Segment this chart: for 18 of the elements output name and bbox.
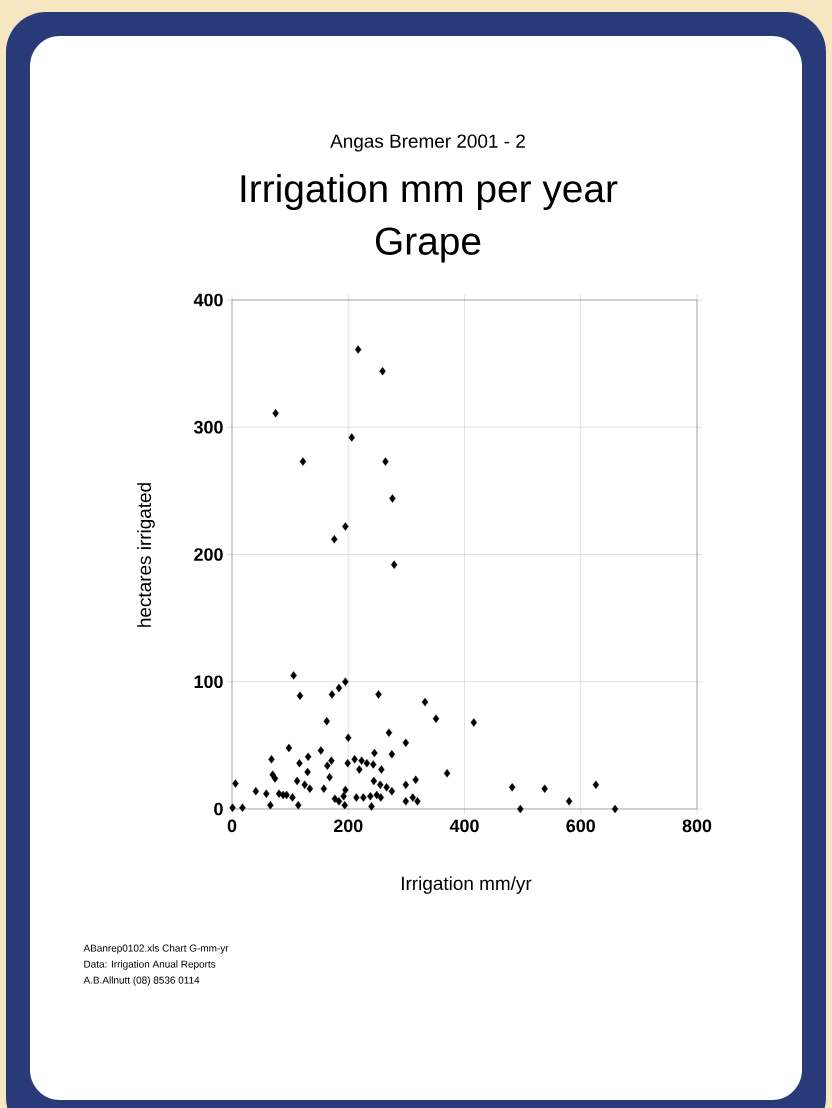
x-axis-title: Irrigation mm/yr (402, 876, 532, 894)
text: A.B.Allnutt (08) 8536 0114 (83, 976, 200, 986)
y-tick-label: 300 (193, 420, 223, 434)
x-tick-label: 200 (333, 819, 363, 833)
chart-title: Irrigation mm per year (241, 173, 618, 211)
y-tick-label: 100 (194, 675, 223, 689)
y-axis-title: hectares irrigated (137, 483, 155, 627)
chart-subtitle: Grape (375, 227, 481, 263)
text: Angas Bremer 2001 - 2 (330, 134, 525, 152)
x-tick-label: 0 (227, 819, 237, 833)
text: Data: Irrigation Anual Reports (84, 960, 216, 970)
x-tick-label: 600 (566, 819, 595, 833)
y-tick-label: 0 (214, 802, 223, 816)
x-tick-label: 400 (449, 819, 479, 833)
text: ABanrep0102.xls Chart G-mm-yr (83, 944, 229, 954)
x-tick-label: 800 (682, 819, 712, 833)
y-tick-label: 400 (193, 293, 223, 307)
y-tick-label: 200 (194, 548, 223, 561)
